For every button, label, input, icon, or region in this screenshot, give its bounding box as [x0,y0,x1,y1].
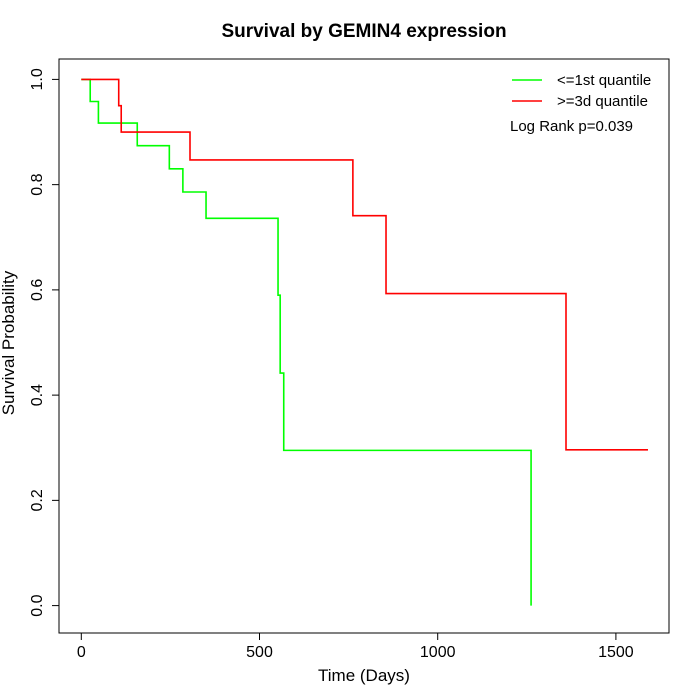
x-tick-label: 0 [77,644,86,661]
survival-curve-series-1 [81,78,532,606]
x-tick-label: 1000 [420,644,456,661]
chart-title: Survival by GEMIN4 expression [221,21,506,42]
y-tick-label: 1.0 [29,68,46,90]
y-tick-label: 0.2 [29,489,46,511]
legend-label: >=3d quantile [557,93,648,110]
legend-label: <=1st quantile [557,72,651,89]
y-tick-label: 0.6 [29,279,46,301]
series-layer [81,78,648,606]
x-axis: 0 500 1000 1500 [77,632,634,661]
y-axis: 0.0 0.2 0.4 0.6 0.8 1.0 [29,68,60,617]
survival-curve-series-2 [81,78,648,451]
x-tick-label: 500 [246,644,273,661]
y-axis-label: Survival Probability [0,270,18,415]
y-tick-label: 0.4 [29,384,46,406]
x-tick-label: 1500 [598,644,634,661]
y-tick-label: 0.0 [29,594,46,616]
legend: <=1st quantile >=3d quantile [512,72,651,110]
y-tick-label: 0.8 [29,173,46,195]
log-rank-annotation: Log Rank p=0.039 [510,118,633,135]
x-axis-label: Time (Days) [318,666,410,685]
